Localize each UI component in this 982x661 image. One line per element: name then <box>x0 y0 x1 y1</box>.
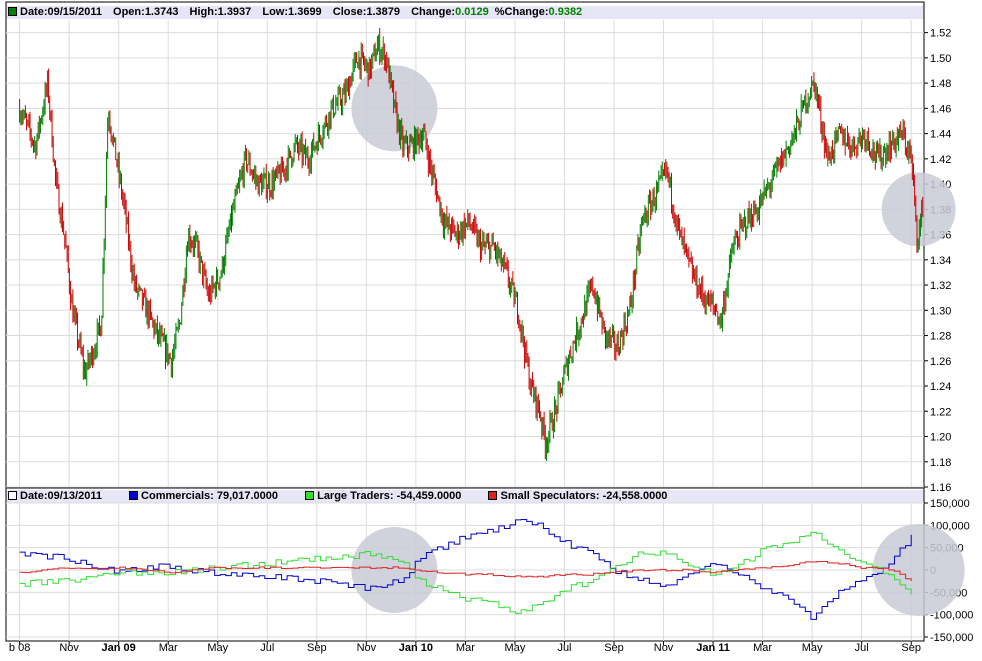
cot-line-large-traders <box>19 531 912 614</box>
cot-y-tick-label: -150,000 <box>930 632 973 644</box>
pctchange-label: %Change: <box>494 6 549 18</box>
cot-y-tick-label: -100,000 <box>930 610 973 622</box>
x-tick-label: Sep <box>604 642 624 654</box>
pctchange-value: 0.9382 <box>548 6 583 18</box>
price-y-tick-label: 1.44 <box>930 129 951 141</box>
price-legend: Date:09/15/2011 Open:1.3743 High:1.3937 … <box>6 6 924 19</box>
x-tick-label: Mar <box>159 642 178 654</box>
price-y-tick-label: 1.34 <box>930 255 951 267</box>
x-tick-label: Mar <box>456 642 475 654</box>
price-y-tick-label: 1.28 <box>930 331 951 343</box>
price-y-tick-label: 1.26 <box>930 356 951 368</box>
price-y-tick-label: 1.18 <box>930 457 951 469</box>
cot-y-tick-label: 150,000 <box>930 498 970 510</box>
price-highlight-circle <box>351 65 438 152</box>
open-label: Open: <box>113 6 145 18</box>
price-y-tick-label: 1.30 <box>930 305 951 317</box>
change-label: Change: <box>411 6 456 18</box>
ohlc-bars <box>19 27 924 461</box>
price-y-tick-label: 1.16 <box>930 482 951 494</box>
cot-legend: Date:09/13/2011 Commercials: 79,017.0000… <box>6 490 924 503</box>
close-value: 1.3879 <box>366 6 401 18</box>
price-y-tick-label: 1.24 <box>930 381 951 393</box>
cot-line-small-speculators <box>19 560 912 581</box>
price-highlight-circle <box>881 172 956 247</box>
commercials-label: Commercials: <box>141 490 214 502</box>
price-y-tick-label: 1.52 <box>930 28 951 40</box>
price-y-tick-label: 1.20 <box>930 432 951 444</box>
x-tick-label: Sep <box>901 642 921 654</box>
x-tick-label: Jan 09 <box>102 642 136 654</box>
price-y-tick-label: 1.32 <box>930 280 951 292</box>
change-value: 0.0129 <box>455 6 489 18</box>
large-traders-label: Large Traders: <box>317 490 394 502</box>
price-y-tick-label: 1.42 <box>930 154 951 166</box>
x-tick-label: Nov <box>654 642 674 654</box>
x-tick-label: May <box>802 642 823 654</box>
close-label: Close: <box>332 6 367 18</box>
high-value: 1.3937 <box>217 6 252 18</box>
commercials-value: 79,017.0000 <box>216 490 279 502</box>
cot-highlight-circle <box>872 524 965 616</box>
commercials-swatch <box>129 491 139 500</box>
x-tick-label: Jan 11 <box>696 642 730 654</box>
x-tick-label: Nov <box>357 642 377 654</box>
price-y-tick-label: 1.48 <box>930 78 951 90</box>
x-tick-label: Mar <box>753 642 772 654</box>
x-tick-label: Jul <box>855 642 869 654</box>
price-date: 09/15/2011 <box>47 6 102 18</box>
cot-date: 09/13/2011 <box>47 490 102 502</box>
price-date-label: Date: <box>20 6 48 18</box>
x-tick-label: May <box>207 642 228 654</box>
price-y-tick-label: 1.46 <box>930 103 951 115</box>
large-traders-swatch <box>305 491 315 500</box>
price-y-tick-label: 1.50 <box>930 53 951 65</box>
small-spec-value: -24,558.0000 <box>602 490 668 502</box>
small-spec-swatch <box>488 491 498 500</box>
x-tick-label: Jan 10 <box>399 642 433 654</box>
x-tick-label: Nov <box>59 642 79 654</box>
cot-date-label: Date: <box>20 490 48 502</box>
small-spec-label: Small Speculators: <box>500 490 600 502</box>
x-tick-label: May <box>505 642 526 654</box>
open-value: 1.3743 <box>144 6 179 18</box>
cot-swatch <box>8 491 17 500</box>
high-label: High: <box>189 6 218 18</box>
x-tick-label: b 08 <box>9 642 30 654</box>
x-tick-label: Jul <box>260 642 274 654</box>
cot-line-commercials <box>19 518 912 620</box>
x-tick-label: Sep <box>307 642 327 654</box>
x-tick-label: Jul <box>557 642 571 654</box>
large-traders-value: -54,459.0000 <box>396 490 462 502</box>
price-y-tick-label: 1.22 <box>930 406 951 418</box>
low-value: 1.3699 <box>288 6 322 18</box>
low-label: Low: <box>262 6 289 18</box>
up-bar-swatch <box>8 7 17 16</box>
cot-highlight-circle <box>351 527 438 613</box>
